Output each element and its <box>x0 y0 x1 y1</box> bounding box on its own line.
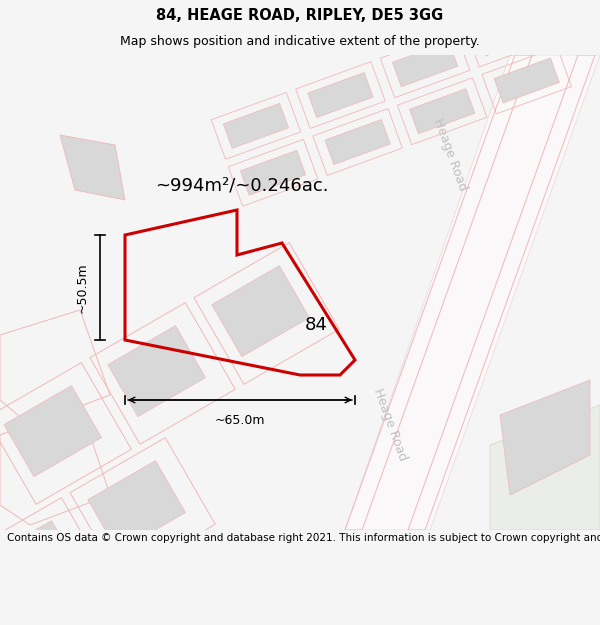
Text: 84, HEAGE ROAD, RIPLEY, DE5 3GG: 84, HEAGE ROAD, RIPLEY, DE5 3GG <box>157 8 443 23</box>
Polygon shape <box>60 135 125 200</box>
Polygon shape <box>477 11 542 56</box>
Text: Map shows position and indicative extent of the property.: Map shows position and indicative extent… <box>120 35 480 48</box>
Text: Heage Road: Heage Road <box>371 387 409 463</box>
Polygon shape <box>0 521 82 612</box>
Polygon shape <box>325 119 390 164</box>
Polygon shape <box>88 461 185 552</box>
Polygon shape <box>308 72 373 118</box>
Text: ~994m²/~0.246ac.: ~994m²/~0.246ac. <box>155 176 329 194</box>
Polygon shape <box>490 405 600 530</box>
Polygon shape <box>494 58 559 103</box>
Polygon shape <box>212 266 310 357</box>
Polygon shape <box>108 326 205 417</box>
Text: ~65.0m: ~65.0m <box>215 414 265 426</box>
Text: 84: 84 <box>305 316 328 334</box>
Text: ~50.5m: ~50.5m <box>76 262 89 312</box>
Polygon shape <box>500 380 590 495</box>
Polygon shape <box>465 0 518 22</box>
Polygon shape <box>345 55 600 530</box>
Text: Contains OS data © Crown copyright and database right 2021. This information is : Contains OS data © Crown copyright and d… <box>7 533 600 543</box>
Polygon shape <box>241 151 305 195</box>
Polygon shape <box>392 42 458 87</box>
Polygon shape <box>410 89 475 134</box>
Text: Heage Road: Heage Road <box>431 117 469 193</box>
Polygon shape <box>4 386 101 477</box>
Polygon shape <box>223 103 289 148</box>
